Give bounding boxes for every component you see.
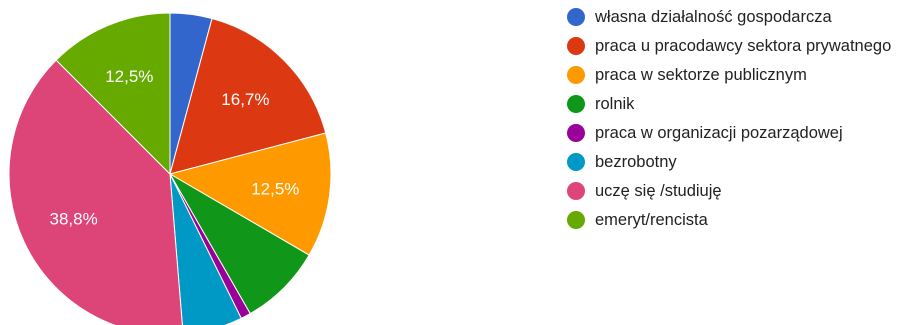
legend-item-1[interactable]: praca u pracodawcy sektora prywatnego xyxy=(567,35,919,57)
pie-svg: 16,7% 12,5% 38,8% 12,5% xyxy=(8,12,332,325)
legend-label-7: emeryt/rencista xyxy=(595,211,708,229)
legend-swatch-3 xyxy=(567,95,585,113)
slice-label-1: 16,7% xyxy=(221,90,269,109)
legend-label-1: praca u pracodawcy sektora prywatnego xyxy=(595,37,892,55)
pie-slice-5 xyxy=(169,173,242,325)
legend-swatch-4 xyxy=(567,124,585,142)
pie-slice-1 xyxy=(169,17,327,175)
legend-swatch-0 xyxy=(567,8,585,26)
legend-item-7[interactable]: emeryt/rencista xyxy=(567,209,919,231)
slice-label-7: 12,5% xyxy=(105,67,153,86)
legend-label-2: praca w sektorze publicznym xyxy=(595,66,807,84)
slice-label-2: 12,5% xyxy=(251,179,299,198)
legend-item-4[interactable]: praca w organizacji pozarządowej xyxy=(567,122,919,144)
legend-swatch-1 xyxy=(567,37,585,55)
legend-item-3[interactable]: rolnik xyxy=(567,93,919,115)
pie-chart: 16,7% 12,5% 38,8% 12,5% xyxy=(0,0,340,325)
legend-label-3: rolnik xyxy=(595,95,635,113)
pie-slice-7 xyxy=(55,12,171,176)
pie-slice-2 xyxy=(168,132,332,256)
legend-label-4: praca w organizacji pozarządowej xyxy=(595,124,843,142)
legend-item-5[interactable]: bezrobotny xyxy=(567,151,919,173)
slice-label-6: 38,8% xyxy=(49,210,97,229)
legend-swatch-7 xyxy=(567,211,585,229)
legend-item-0[interactable]: własna działalność gospodarcza xyxy=(567,6,919,28)
legend-swatch-6 xyxy=(567,182,585,200)
legend-item-2[interactable]: praca w sektorze publicznym xyxy=(567,64,919,86)
legend-item-6[interactable]: uczę się /studiuję xyxy=(567,180,919,202)
legend-label-6: uczę się /studiuję xyxy=(595,182,722,200)
legend-label-5: bezrobotny xyxy=(595,153,677,171)
pie-slice-6 xyxy=(8,59,183,325)
legend-swatch-2 xyxy=(567,66,585,84)
chart-legend: własna działalność gospodarcza praca u pr… xyxy=(567,6,919,238)
legend-label-0: własna działalność gospodarcza xyxy=(595,8,832,26)
legend-swatch-5 xyxy=(567,153,585,171)
